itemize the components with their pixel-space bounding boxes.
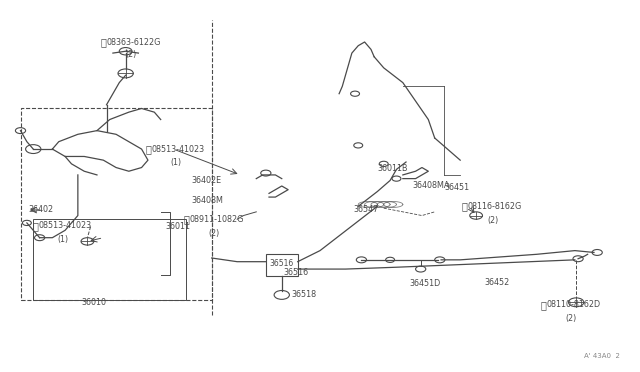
- Text: 36402: 36402: [28, 205, 53, 215]
- Text: 36451: 36451: [444, 183, 469, 192]
- Text: 36451D: 36451D: [409, 279, 440, 288]
- Text: 08116-8162G: 08116-8162G: [468, 202, 522, 211]
- Text: 36547: 36547: [354, 205, 379, 214]
- Text: (2): (2): [125, 51, 137, 60]
- Text: 36408M: 36408M: [191, 196, 223, 205]
- Text: 36452: 36452: [484, 278, 509, 287]
- Text: 36011B: 36011B: [378, 164, 408, 173]
- Text: 36402E: 36402E: [191, 176, 221, 185]
- Text: 08363-6122G: 08363-6122G: [106, 38, 161, 46]
- Text: 36408MA: 36408MA: [412, 181, 450, 190]
- Text: 08513-41023: 08513-41023: [151, 145, 204, 154]
- Text: 36516: 36516: [284, 268, 308, 277]
- Text: Ⓝ: Ⓝ: [184, 214, 189, 224]
- Text: 36010: 36010: [81, 298, 106, 307]
- Text: (2): (2): [209, 229, 220, 238]
- Text: (1): (1): [58, 235, 68, 244]
- Text: (2): (2): [487, 216, 498, 225]
- Text: 36516: 36516: [269, 259, 294, 268]
- Text: Ⓑ: Ⓑ: [462, 201, 468, 211]
- Text: (1): (1): [170, 157, 181, 167]
- Text: Ⓢ: Ⓢ: [145, 144, 151, 154]
- Text: Ⓢ: Ⓢ: [100, 37, 106, 47]
- Text: Ⓢ: Ⓢ: [33, 221, 38, 231]
- Text: A' 43A0  2: A' 43A0 2: [584, 353, 620, 359]
- Text: Ⓑ: Ⓑ: [540, 300, 546, 310]
- Text: 08513-41023: 08513-41023: [38, 221, 92, 230]
- FancyBboxPatch shape: [266, 254, 298, 276]
- Text: 36011: 36011: [166, 222, 191, 231]
- Text: 08110-8162D: 08110-8162D: [546, 300, 600, 310]
- Text: 08911-1082G: 08911-1082G: [189, 215, 244, 224]
- Text: (2): (2): [565, 314, 577, 323]
- Text: 36518: 36518: [291, 291, 316, 299]
